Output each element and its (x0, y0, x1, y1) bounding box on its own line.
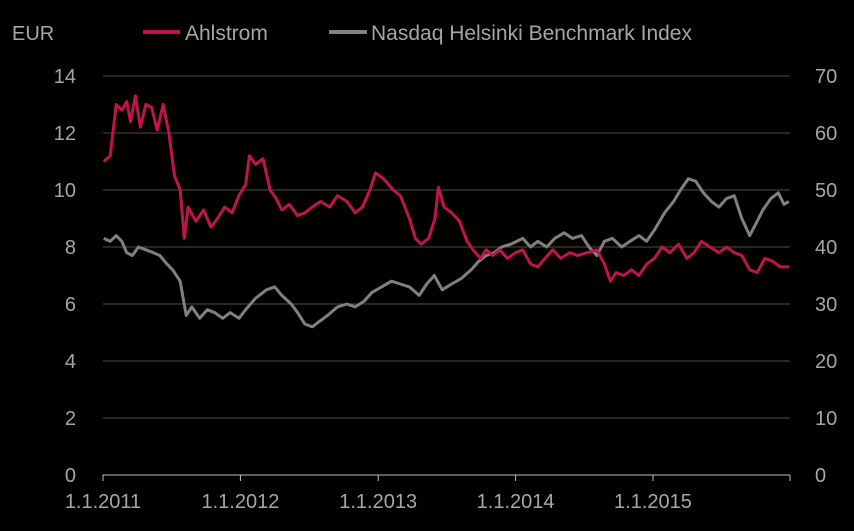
x-tick-label: 1.1.2015 (614, 491, 692, 513)
left-y-tick-labels: 0 2 4 6 8 10 12 14 (54, 66, 76, 487)
x-tick-label: 1.1.2013 (339, 491, 417, 513)
right-y-tick-labels: 0 10 20 30 40 50 60 70 (815, 66, 837, 487)
right-y-tick-label: 10 (815, 408, 837, 430)
right-y-tick-label: 30 (815, 294, 837, 316)
x-tick-label: 1.1.2014 (477, 491, 555, 513)
series-layer (102, 94, 790, 329)
left-y-tick-label: 12 (54, 123, 76, 145)
legend-label-ahlstrom: Ahlstrom (185, 22, 268, 45)
series-line-ahlstrom (102, 94, 789, 283)
right-y-tick-label: 0 (815, 465, 826, 487)
left-y-tick-label: 10 (54, 180, 76, 202)
left-y-tick-label: 4 (65, 351, 76, 373)
gridlines (103, 75, 790, 419)
y-axis-title: EUR (12, 23, 54, 45)
legend-label-nasdaq-helsinki: Nasdaq Helsinki Benchmark Index (371, 22, 692, 45)
x-tick-label: 1.1.2012 (201, 491, 279, 513)
x-tick-label: 1.1.2011 (65, 491, 141, 513)
legend: Ahlstrom Nasdaq Helsinki Benchmark Index (143, 22, 692, 45)
series-line-nasdaq-helsinki (103, 177, 790, 329)
left-y-tick-label: 14 (54, 66, 76, 88)
left-y-tick-label: 8 (65, 237, 76, 259)
right-y-tick-label: 60 (815, 123, 837, 145)
x-tick-labels: 1.1.2011 1.1.2012 1.1.2013 1.1.2014 1.1.2015 (65, 475, 791, 513)
left-y-tick-label: 6 (65, 294, 76, 316)
right-y-tick-label: 40 (815, 237, 837, 259)
right-y-tick-label: 70 (815, 66, 837, 88)
left-y-tick-label: 0 (65, 465, 76, 487)
right-y-tick-label: 50 (815, 180, 837, 202)
right-y-tick-label: 20 (815, 351, 837, 373)
left-y-tick-label: 2 (65, 408, 76, 430)
